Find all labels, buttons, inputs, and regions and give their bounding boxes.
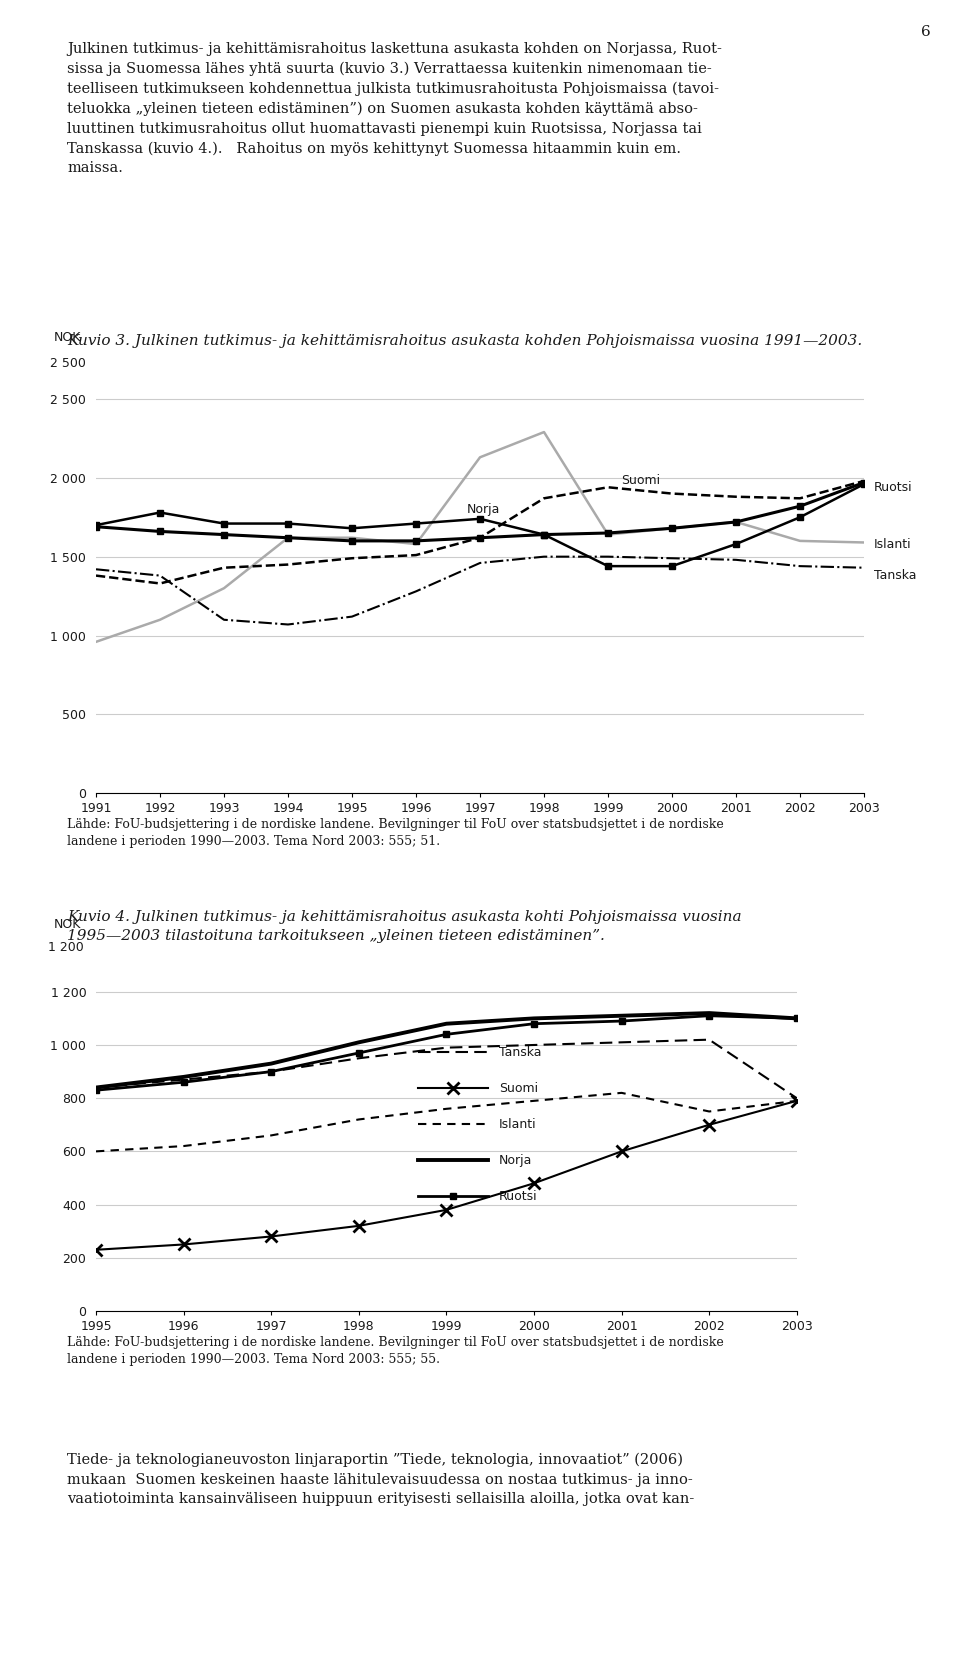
Text: Kuvio 3. Julkinen tutkimus- ja kehittämisrahoitus asukasta kohden Pohjoismaissa : Kuvio 3. Julkinen tutkimus- ja kehittämi… [67,334,862,347]
Text: Ruotsi: Ruotsi [499,1189,538,1202]
Text: Tiede- ja teknologianeuvoston linjaraportin ”Tiede, teknologia, innovaatiot” (20: Tiede- ja teknologianeuvoston linjarapor… [67,1453,694,1506]
Text: 1 200: 1 200 [48,942,84,954]
Text: Suomi: Suomi [499,1082,539,1096]
Text: Tanska: Tanska [499,1045,541,1059]
Text: Norja: Norja [468,503,500,516]
Text: NOK: NOK [54,331,82,344]
Text: Kuvio 4. Julkinen tutkimus- ja kehittämisrahoitus asukasta kohti Pohjoismaissa v: Kuvio 4. Julkinen tutkimus- ja kehittämi… [67,910,742,942]
Text: Ruotsi: Ruotsi [874,481,912,494]
Text: Lähde: FoU-budsjettering i de nordiske landene. Bevilgninger til FoU over statsb: Lähde: FoU-budsjettering i de nordiske l… [67,1336,724,1366]
Text: 2 500: 2 500 [50,357,85,369]
Text: Julkinen tutkimus- ja kehittämisrahoitus laskettuna asukasta kohden on Norjassa,: Julkinen tutkimus- ja kehittämisrahoitus… [67,42,722,175]
Text: Lähde: FoU-budsjettering i de nordiske landene. Bevilgninger til FoU over statsb: Lähde: FoU-budsjettering i de nordiske l… [67,818,724,848]
Text: 6: 6 [922,25,931,38]
Text: Islanti: Islanti [874,538,911,551]
Text: Suomi: Suomi [621,474,660,488]
Text: NOK: NOK [54,919,82,930]
Text: Tanska: Tanska [874,569,916,583]
Text: Islanti: Islanti [499,1117,537,1131]
Text: Norja: Norja [499,1154,533,1167]
